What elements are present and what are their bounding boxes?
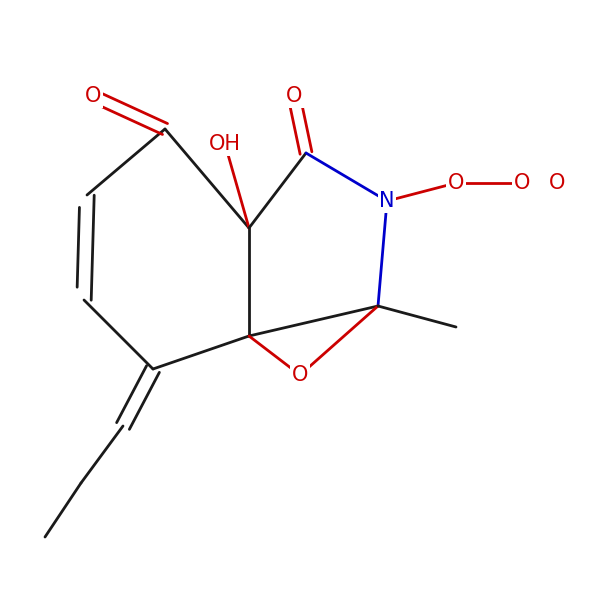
Text: O: O — [448, 173, 464, 193]
Text: N: N — [379, 191, 395, 211]
Text: O: O — [286, 86, 302, 106]
Text: O: O — [85, 86, 101, 106]
Text: OH: OH — [209, 134, 241, 154]
Text: O: O — [514, 173, 530, 193]
Text: O: O — [549, 173, 565, 193]
Text: O: O — [292, 365, 308, 385]
